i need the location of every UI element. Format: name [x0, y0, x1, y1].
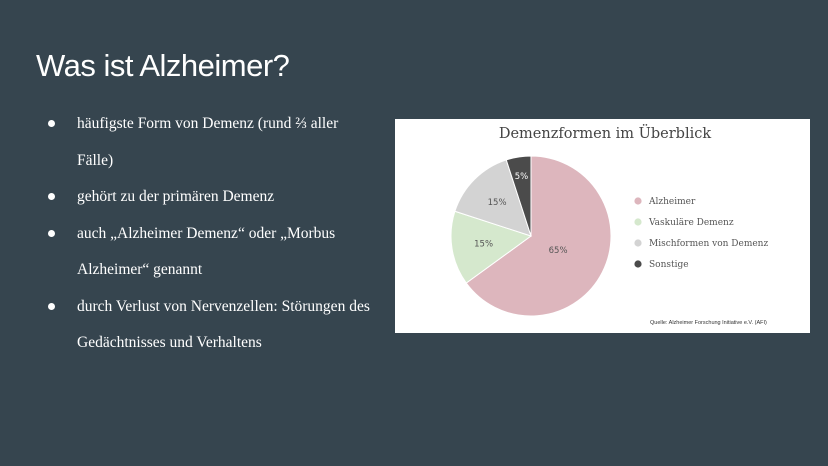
bullet-text: auch „Alzheimer Demenz“ oder „Morbus Alz…: [77, 224, 336, 279]
bullet-item: gehört zu der primären Demenz: [46, 179, 376, 216]
legend-label-vaskulaere-demenz: Vaskuläre Demenz: [648, 218, 734, 228]
legend-swatch-vaskulaere-demenz: [634, 218, 642, 226]
legend-swatch-alzheimer: [634, 197, 642, 205]
slide-title: Was ist Alzheimer?: [36, 48, 290, 83]
pie-slice-vaskulaere-demenz: [450, 210, 533, 284]
pie-labels: 65% 15% 15% 5%: [474, 172, 567, 256]
chart-legend: Alzheimer Vaskuläre Demenz Mischformen von…: [634, 197, 768, 270]
legend-swatch-mischformen-von-demenz: [634, 239, 642, 247]
pie-label-vaskulaere-demenz: 15%: [474, 240, 493, 250]
bullet-dot-icon: [48, 229, 55, 237]
bullet-dot-icon: [48, 302, 55, 310]
pie-label-sonstige: 5%: [515, 172, 529, 182]
chart-title: Demenzformen im Überblick: [499, 124, 712, 142]
bullet-list: häufigste Form von Demenz (rund ⅔ aller …: [46, 106, 376, 362]
legend-label-sonstige: Sonstige: [649, 260, 689, 270]
legend-label-alzheimer: Alzheimer: [648, 197, 696, 207]
bullet-item: auch „Alzheimer Demenz“ oder „Morbus Alz…: [46, 216, 376, 289]
pie-chart: Demenzformen im Überblick 65% 15% 15% 5% Al…: [450, 124, 768, 326]
pie-label-mischformen-von-demenz: 15%: [488, 198, 507, 208]
bullet-dot-icon: [48, 120, 55, 127]
bullet-text: durch Verlust von Nervenzellen: Störunge…: [77, 297, 370, 352]
bullet-text: gehört zu der primären Demenz: [77, 188, 275, 205]
pie-slice-alzheimer: [465, 155, 612, 317]
bullet-item: durch Verlust von Nervenzellen: Störunge…: [46, 289, 376, 362]
legend-swatch-sonstige: [634, 260, 642, 268]
legend-label-mischformen-von-demenz: Mischformen von Demenz: [649, 239, 768, 249]
bullet-dot-icon: [48, 193, 55, 200]
bullet-item: häufigste Form von Demenz (rund ⅔ aller …: [46, 106, 376, 179]
bullet-text: häufigste Form von Demenz (rund ⅔ aller …: [77, 115, 339, 169]
pie-slices: [450, 155, 612, 317]
pie-slice-sonstige: [505, 155, 532, 237]
pie-label-alzheimer: 65%: [549, 246, 568, 256]
pie-chart-card: Demenzformen im Überblick 65% 15% 15% 5% Al…: [395, 119, 810, 333]
chart-source: Quelle: Alzheimer Forschung Initiative e…: [650, 320, 767, 326]
